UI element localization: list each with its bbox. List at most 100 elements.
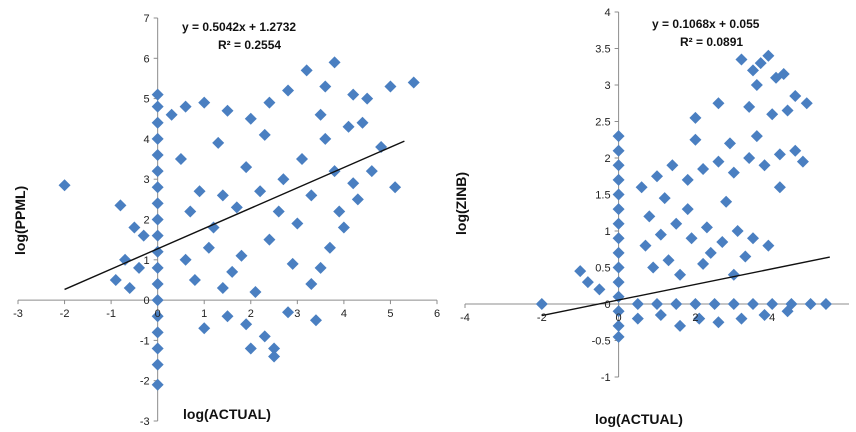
data-point — [268, 350, 281, 363]
data-point — [612, 305, 625, 318]
data-point — [658, 192, 671, 205]
data-point — [727, 268, 740, 281]
x-tick-label: 0 — [616, 312, 622, 324]
data-point — [184, 205, 197, 218]
left-y-axis-title: log(PPML) — [12, 186, 28, 255]
x-tick-label: 1 — [201, 308, 207, 320]
right-trendline — [541, 256, 830, 317]
data-point — [754, 57, 767, 70]
data-point — [647, 261, 660, 274]
left-equation: y = 0.5042x + 1.2732 — [182, 20, 296, 34]
data-point — [574, 265, 587, 278]
data-point — [720, 195, 733, 208]
y-tick-label: 3 — [604, 80, 610, 92]
data-point — [635, 181, 648, 194]
data-point — [535, 298, 548, 310]
data-point — [305, 189, 318, 202]
data-point — [249, 286, 262, 299]
y-tick-label: 6 — [144, 53, 150, 65]
data-point — [365, 165, 378, 178]
data-point — [612, 276, 625, 289]
data-point — [137, 229, 150, 242]
data-point — [305, 277, 318, 290]
data-point — [762, 239, 775, 252]
y-tick-label: 0 — [604, 299, 610, 311]
data-point — [323, 241, 336, 254]
y-tick-label: -2 — [140, 376, 150, 388]
data-point — [151, 213, 164, 226]
data-point — [654, 228, 667, 241]
x-tick-label: 2 — [248, 308, 254, 320]
data-point — [179, 100, 192, 113]
y-tick-label: 4 — [604, 7, 610, 19]
x-tick-label: 0 — [155, 308, 161, 320]
data-point — [309, 314, 322, 327]
data-point — [109, 273, 122, 286]
data-point — [128, 221, 141, 234]
data-point — [272, 205, 285, 218]
data-point — [240, 161, 253, 174]
y-tick-label: -0.5 — [592, 336, 611, 348]
data-point — [758, 159, 771, 172]
data-point — [342, 120, 355, 133]
data-point — [314, 108, 327, 121]
y-tick-label: 0 — [144, 295, 150, 307]
data-point — [207, 221, 220, 234]
data-point — [151, 245, 164, 258]
data-point — [651, 298, 663, 310]
data-point — [723, 137, 736, 150]
left-trendline — [64, 140, 405, 291]
data-point — [612, 319, 625, 332]
y-tick-label: 3 — [144, 174, 150, 186]
y-tick-label: 4 — [144, 134, 150, 146]
data-point — [735, 312, 748, 325]
left-axes — [17, 17, 438, 422]
data-point — [743, 100, 756, 113]
data-point — [743, 152, 756, 164]
data-point — [193, 185, 206, 198]
right-x-axis-title: log(ACTUAL) — [595, 411, 683, 427]
data-point — [662, 254, 675, 267]
data-point — [819, 298, 832, 310]
data-point — [319, 80, 332, 93]
data-point — [735, 53, 748, 66]
data-point — [235, 249, 248, 262]
y-tick-label: 1.5 — [595, 190, 610, 202]
data-point — [151, 277, 164, 290]
data-point — [631, 312, 644, 325]
data-point — [286, 257, 299, 270]
x-tick-label: 4 — [769, 312, 775, 324]
data-point — [643, 210, 656, 223]
data-point — [651, 170, 663, 183]
data-point — [685, 232, 698, 245]
data-point — [295, 153, 308, 166]
data-point — [291, 217, 304, 230]
left-scatter-series — [58, 56, 420, 391]
data-point — [612, 246, 625, 259]
data-point — [781, 104, 794, 117]
data-point — [282, 84, 295, 97]
data-point — [277, 173, 290, 186]
data-point — [212, 136, 225, 149]
data-point — [796, 155, 809, 168]
data-point — [712, 316, 725, 329]
trendline-line — [64, 140, 405, 291]
data-point — [674, 319, 687, 332]
data-point — [612, 144, 625, 157]
y-tick-label: 5 — [144, 94, 150, 106]
data-point — [612, 203, 625, 216]
right-y-tick-labels: -1 -0.5 0 0.5 1 1.5 2 2.5 3 3.5 4 — [592, 7, 611, 384]
data-point — [689, 111, 702, 124]
right-y-axis-title: log(ZINB) — [453, 172, 469, 235]
data-point — [689, 133, 702, 146]
data-point — [612, 130, 625, 143]
data-point — [151, 116, 164, 129]
data-point — [151, 229, 164, 242]
y-tick-label: 1 — [144, 255, 150, 267]
left-x-tick-labels: -3 -2 -1 0 1 2 3 4 5 6 — [13, 308, 440, 320]
data-point — [731, 225, 744, 237]
y-tick-label: 1 — [604, 226, 610, 238]
x-tick-label: 4 — [341, 308, 347, 320]
left-r-squared: R² = 0.2554 — [218, 38, 281, 52]
data-point — [674, 268, 687, 281]
